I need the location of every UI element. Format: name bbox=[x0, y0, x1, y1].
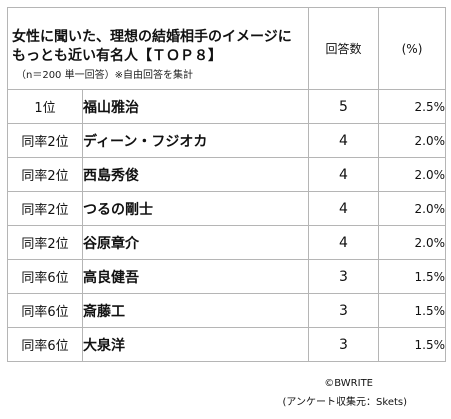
rank-cell: 同率2位 bbox=[7, 157, 83, 192]
celebrity-name-cell: つるの剛士 bbox=[81, 191, 310, 226]
rank-cell: 同率2位 bbox=[7, 123, 83, 158]
rank-cell: 同率2位 bbox=[7, 191, 83, 226]
celebrity-name-cell: 福山雅治 bbox=[81, 89, 310, 124]
ranking-table: 女性に聞いた、理想の結婚相手のイメージに もっとも近い有名人【ＴＯＰ８】 （n＝… bbox=[6, 7, 447, 362]
percent-cell: 2.0% bbox=[378, 191, 447, 226]
percent-cell: 2.0% bbox=[378, 157, 447, 192]
table-row: 同率2位 ディーン・フジオカ 4 2.0% bbox=[7, 123, 447, 158]
answer-count-cell: 4 bbox=[308, 157, 380, 192]
ranking-table-body: 女性に聞いた、理想の結婚相手のイメージに もっとも近い有名人【ＴＯＰ８】 （n＝… bbox=[6, 7, 447, 362]
table-row: 同率2位 西島秀俊 4 2.0% bbox=[7, 157, 447, 192]
rank-cell: 同率2位 bbox=[7, 225, 83, 260]
table-row: 同率2位 谷原章介 4 2.0% bbox=[7, 225, 447, 260]
percent-cell: 2.5% bbox=[378, 89, 447, 124]
celebrity-name-cell: 大泉洋 bbox=[81, 327, 310, 362]
table-row: 同率6位 大泉洋 3 1.5% bbox=[7, 327, 447, 362]
column-header-count: 回答数 bbox=[308, 7, 380, 90]
percent-cell: 1.5% bbox=[378, 327, 447, 362]
answer-count-cell: 4 bbox=[308, 191, 380, 226]
celebrity-name-cell: 西島秀俊 bbox=[81, 157, 310, 192]
rank-cell: 同率6位 bbox=[7, 327, 83, 362]
column-header-percent: (%) bbox=[378, 7, 447, 90]
percent-cell: 2.0% bbox=[378, 225, 447, 260]
celebrity-name-cell: 斎藤工 bbox=[81, 293, 310, 328]
celebrity-name-cell: 谷原章介 bbox=[81, 225, 310, 260]
table-title-line-1: 女性に聞いた、理想の結婚相手のイメージに bbox=[12, 28, 292, 45]
percent-cell: 1.5% bbox=[378, 293, 447, 328]
survey-note: （n＝200 単一回答）※自由回答を集計 bbox=[16, 69, 193, 81]
survey-source-credit: (アンケート収集元：Skets) bbox=[282, 397, 407, 408]
answer-count-cell: 4 bbox=[308, 123, 380, 158]
rank-cell: 1位 bbox=[7, 89, 83, 124]
table-header-row: 女性に聞いた、理想の結婚相手のイメージに もっとも近い有名人【ＴＯＰ８】 （n＝… bbox=[6, 7, 447, 90]
table-row: 1位 福山雅治 5 2.5% bbox=[7, 89, 447, 124]
answer-count-cell: 3 bbox=[308, 259, 380, 294]
table-row: 同率2位 つるの剛士 4 2.0% bbox=[7, 191, 447, 226]
answer-count-cell: 3 bbox=[308, 293, 380, 328]
answer-count-cell: 5 bbox=[308, 89, 380, 124]
percent-cell: 1.5% bbox=[378, 259, 447, 294]
percent-cell: 2.0% bbox=[378, 123, 447, 158]
celebrity-name-cell: ディーン・フジオカ bbox=[81, 123, 310, 158]
table-title-cell: 女性に聞いた、理想の結婚相手のイメージに もっとも近い有名人【ＴＯＰ８】 （n＝… bbox=[6, 7, 310, 90]
table-row: 同率6位 高良健吾 3 1.5% bbox=[7, 259, 447, 294]
copyright-credit: ©BWRITE bbox=[324, 378, 373, 389]
table-title-line-2: もっとも近い有名人【ＴＯＰ８】 bbox=[12, 47, 222, 64]
rank-cell: 同率6位 bbox=[7, 293, 83, 328]
answer-count-cell: 4 bbox=[308, 225, 380, 260]
rank-cell: 同率6位 bbox=[7, 259, 83, 294]
celebrity-name-cell: 高良健吾 bbox=[81, 259, 310, 294]
table-row: 同率6位 斎藤工 3 1.5% bbox=[7, 293, 447, 328]
answer-count-cell: 3 bbox=[308, 327, 380, 362]
